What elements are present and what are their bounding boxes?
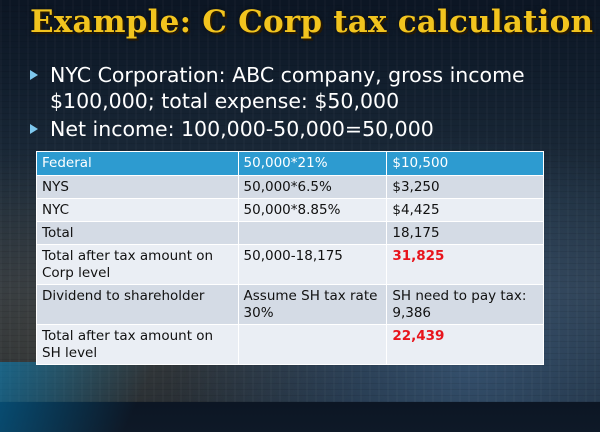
row-amount: $10,500 [386, 151, 544, 176]
table-row-total: Total 18,175 [36, 221, 544, 245]
table-row-corp-after-tax: Total after tax amount on Corp level 50,… [36, 244, 544, 285]
row-amount-highlight: 22,439 [386, 324, 544, 365]
row-amount: $3,250 [386, 175, 544, 199]
bullet-item: NYC Corporation: ABC company, gross inco… [30, 62, 590, 114]
row-calc [237, 221, 388, 245]
row-label: Total after tax amount on SH level [36, 324, 239, 365]
row-amount: 18,175 [386, 221, 544, 245]
row-label: Dividend to shareholder [36, 284, 239, 325]
table-row-nyc: NYC 50,000*8.85% $4,425 [36, 198, 544, 222]
bullet-text: NYC Corporation: ABC company, gross inco… [50, 63, 525, 113]
row-amount-highlight: 31,825 [386, 244, 544, 285]
table-row-nys: NYS 50,000*6.5% $3,250 [36, 175, 544, 199]
row-calc: 50,000*6.5% [237, 175, 388, 199]
row-label: Total after tax amount on Corp level [36, 244, 239, 285]
table-row-federal: Federal 50,000*21% $10,500 [36, 151, 544, 176]
row-calc: 50,000*8.85% [237, 198, 388, 222]
slide-title: Example: C Corp tax calculation [30, 4, 594, 40]
row-label: NYC [36, 198, 239, 222]
row-label: Federal [36, 151, 239, 176]
row-label: NYS [36, 175, 239, 199]
bullet-arrow-icon [30, 70, 38, 80]
row-calc: 50,000*21% [237, 151, 388, 176]
row-amount: $4,425 [386, 198, 544, 222]
bullet-arrow-icon [30, 124, 38, 134]
row-calc: 50,000-18,175 [237, 244, 388, 285]
tax-calculation-table: Federal 50,000*21% $10,500 NYS 50,000*6.… [36, 151, 544, 365]
table-row-dividend: Dividend to shareholder Assume SH tax ra… [36, 284, 544, 325]
background-accent [0, 362, 157, 432]
table-row-sh-after-tax: Total after tax amount on SH level 22,43… [36, 324, 544, 365]
row-calc [237, 324, 388, 365]
bullet-item: Net income: 100,000-50,000=50,000 [30, 116, 590, 142]
bullet-text: Net income: 100,000-50,000=50,000 [50, 117, 434, 141]
row-label: Total [36, 221, 239, 245]
row-amount: SH need to pay tax: 9,386 [386, 284, 544, 325]
row-calc: Assume SH tax rate 30% [237, 284, 388, 325]
bullet-list: NYC Corporation: ABC company, gross inco… [30, 62, 590, 144]
